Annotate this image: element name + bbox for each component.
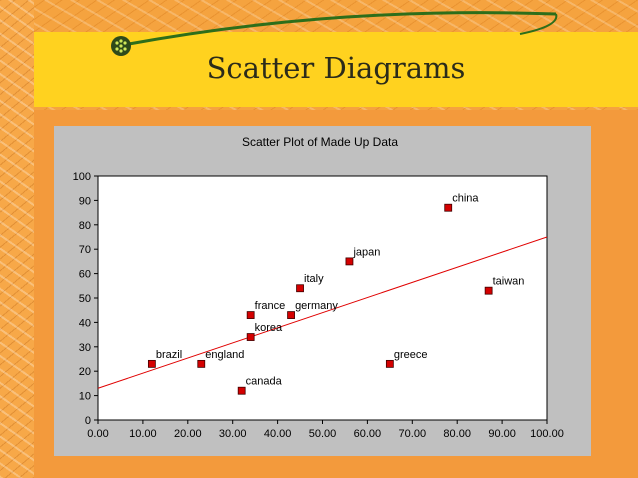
data-label: japan (352, 246, 380, 258)
points-group: brazil england canada korea france germany ita… (147, 193, 525, 395)
data-label: germany (295, 300, 338, 312)
trendline (97, 236, 548, 389)
y-tick-label: 90 (79, 195, 91, 207)
data-label: canada (246, 376, 283, 388)
slide-title: Scatter Diagrams (206, 51, 466, 85)
chart-title: Scatter Plot of Made Up Data (242, 135, 398, 149)
data-point (484, 286, 493, 295)
y-tick-label: 20 (79, 366, 91, 378)
data-label: taiwan (493, 276, 525, 288)
y-tick-label: 80 (79, 220, 91, 232)
y-tick-label: 70 (79, 244, 91, 256)
data-point (345, 257, 354, 266)
y-tick-label: 40 (79, 317, 91, 329)
y-tick-label: 50 (79, 293, 91, 305)
data-label: china (452, 193, 479, 205)
data-point (287, 311, 295, 319)
x-tick-label: 30.00 (219, 428, 247, 440)
data-point (246, 311, 255, 319)
data-label: england (205, 349, 244, 361)
x-tick-label: 90.00 (488, 428, 516, 440)
data-label: france (255, 300, 286, 312)
x-tick-label: 100.00 (530, 428, 564, 440)
data-point (385, 359, 394, 368)
data-point (444, 203, 453, 212)
x-tick-label: 20.00 (174, 428, 202, 440)
x-tick-label: 50.00 (309, 428, 337, 440)
x-tick-label: 60.00 (354, 428, 382, 440)
x-tick-label: 40.00 (264, 428, 292, 440)
plot-area (97, 175, 548, 421)
data-label: korea (255, 322, 283, 334)
x-tick-label: 70.00 (399, 428, 427, 440)
data-point (197, 359, 206, 368)
x-tick-label: 80.00 (443, 428, 471, 440)
x-tick-label: 0.00 (87, 428, 108, 440)
y-tick-label: 10 (79, 391, 91, 403)
y-tick-label: 0 (85, 415, 91, 427)
data-point (147, 359, 156, 368)
y-tick-label: 30 (79, 342, 91, 354)
title-bar (34, 32, 638, 107)
y-tick-label: 100 (73, 171, 91, 183)
data-label: brazil (156, 349, 182, 361)
bullet-circle-icon (111, 36, 131, 56)
scatter-chart: Scatter Plot of Made Up Data 0.00 10.00 20… (73, 135, 564, 440)
x-tick-label: 10.00 (129, 428, 157, 440)
data-point (246, 333, 255, 341)
y-tick-label: 60 (79, 269, 91, 281)
decorative-left-strip (0, 0, 34, 478)
trendline-group (97, 236, 548, 389)
data-point (296, 284, 304, 293)
swoosh-decoration (111, 11, 558, 56)
axes: 0.00 10.00 20.00 30.00 40.00 50.00 60.00 70.00 8… (73, 171, 564, 440)
data-label: greece (394, 349, 428, 361)
data-label: italy (304, 273, 324, 285)
data-point (237, 386, 246, 395)
